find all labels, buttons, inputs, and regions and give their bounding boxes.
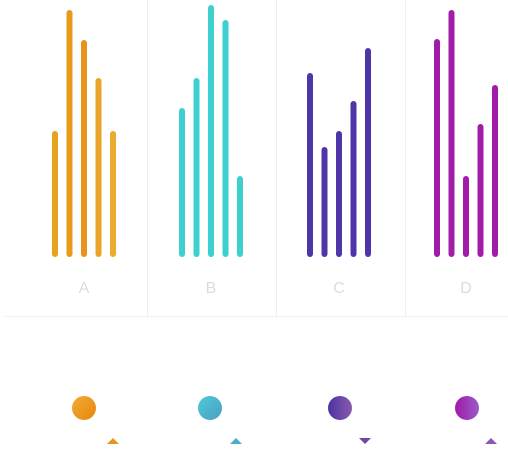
up-arrow [485,438,497,444]
bar [237,176,243,257]
down-arrow [359,438,371,444]
indicators [72,396,497,444]
bar [66,10,73,257]
bar [208,5,214,257]
x-tick-label: D [460,280,472,297]
bar [463,176,469,257]
x-tick-label: B [206,280,217,297]
bar [222,20,229,257]
x-tick-label: C [333,280,345,297]
bar [179,108,185,257]
dividers [5,0,508,317]
bar [477,124,484,257]
bar [350,101,357,257]
bar [321,147,328,257]
bar [307,73,313,257]
x-tick-label: A [79,280,90,297]
indicator-dot [328,396,352,420]
bar [336,131,342,257]
bar [95,78,102,257]
indicator-dot [455,396,479,420]
up-arrow [107,438,119,444]
bar [448,10,455,257]
bar [365,48,371,257]
bar [52,131,58,257]
indicator-dot [198,396,222,420]
bar [492,85,498,257]
indicator-dot [72,396,96,420]
bar [81,40,87,257]
bar [110,131,116,257]
bar [193,78,200,257]
bar [434,39,440,257]
up-arrow [230,438,242,444]
